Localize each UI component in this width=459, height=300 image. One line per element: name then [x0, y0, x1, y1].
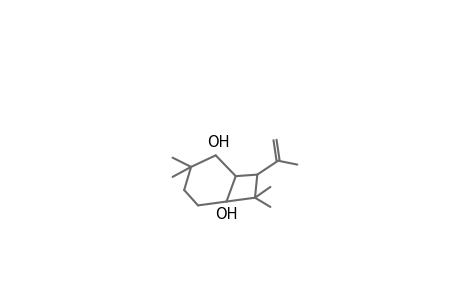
Text: OH: OH [215, 207, 237, 222]
Text: OH: OH [207, 135, 230, 150]
